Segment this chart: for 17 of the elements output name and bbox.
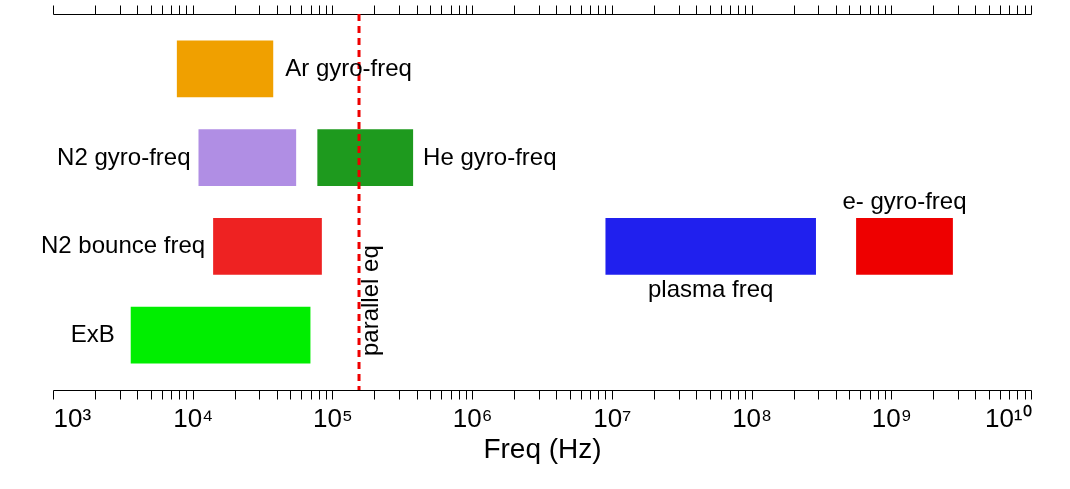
x-tick-label: 10³ [53,402,92,433]
series-label: plasma freq [648,275,774,303]
x-tick-label: 10⁶ [452,402,493,433]
x-tick-label: 10⁵ [313,402,353,433]
series-label: N2 gyro-freq [57,142,191,170]
series-label: ExB [70,320,115,348]
x-tick-label: 10⁷ [593,402,632,433]
ref-line-label: parallel eq [356,245,384,356]
x-tick-label: 10⁴ [173,402,214,433]
series-label: He gyro-freq [423,142,557,170]
x-tick-label: 10¹⁰ [984,402,1032,433]
x-axis-title: Freq (Hz) [483,432,602,464]
x-tick-label: 10⁹ [871,402,912,433]
series-label: Ar gyro-freq [285,53,412,81]
series-label: e- gyro-freq [842,187,967,215]
series-label: N2 bounce freq [41,231,206,259]
x-tick-label: 10⁸ [732,402,773,433]
